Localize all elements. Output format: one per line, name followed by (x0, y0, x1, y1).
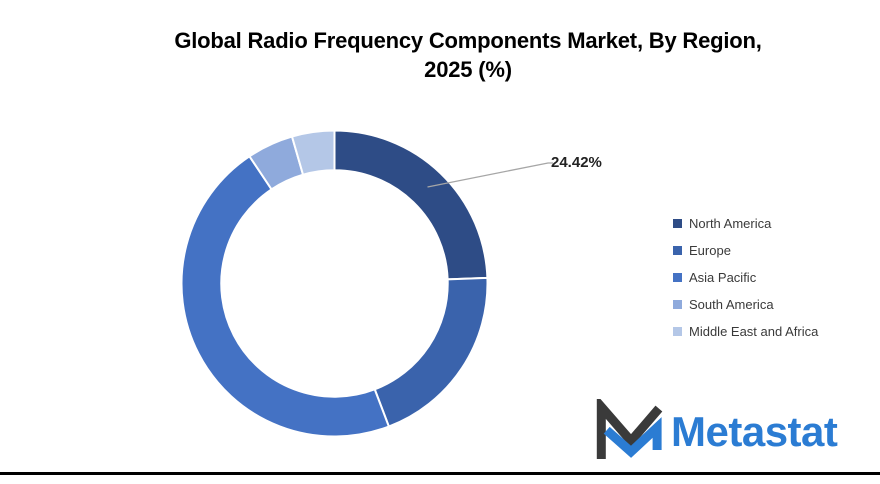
legend-item-asia-pacific: Asia Pacific (673, 264, 818, 291)
bottom-border-line (0, 472, 880, 475)
donut-chart (180, 129, 553, 438)
callout-leader-line (427, 162, 553, 188)
legend-swatch-middle-east-and-africa (673, 327, 682, 336)
slice-middle-east-and-africa (290, 129, 336, 176)
legend-item-north-america: North America (673, 210, 818, 237)
legend-swatch-south-america (673, 300, 682, 309)
legend-item-south-america: South America (673, 291, 818, 318)
legend-label-europe: Europe (689, 243, 731, 258)
legend-swatch-north-america (673, 219, 682, 228)
legend-item-middle-east-and-africa: Middle East and Africa (673, 318, 818, 345)
legend: North America Europe Asia Pacific South Ame… (673, 210, 818, 345)
logo-m-dark-stroke (596, 399, 663, 459)
slice-europe (373, 276, 489, 428)
slice-asia-pacific (180, 154, 391, 438)
legend-label-north-america: North America (689, 216, 772, 231)
legend-item-europe: Europe (673, 237, 818, 264)
slice-north-america (333, 129, 489, 281)
legend-swatch-asia-pacific (673, 273, 682, 282)
logo-m-blue-stroke (603, 417, 662, 458)
metastat-logo-m-icon (596, 399, 663, 459)
metastat-logo-text: Metastat (671, 408, 838, 455)
legend-label-middle-east-and-africa: Middle East and Africa (689, 324, 819, 339)
data-label-north-america: 24.42% (551, 154, 602, 171)
chart-title-line2: 2025 (%) (424, 57, 512, 82)
legend-label-south-america: South America (689, 297, 774, 312)
chart-title-line1: Global Radio Frequency Components Market… (174, 28, 762, 53)
chart-title: Global Radio Frequency Components Market… (58, 26, 878, 84)
metastat-logo: Metastat (595, 399, 838, 465)
legend-label-asia-pacific: Asia Pacific (689, 270, 757, 285)
legend-swatch-europe (673, 246, 682, 255)
donut-slices (180, 129, 489, 438)
